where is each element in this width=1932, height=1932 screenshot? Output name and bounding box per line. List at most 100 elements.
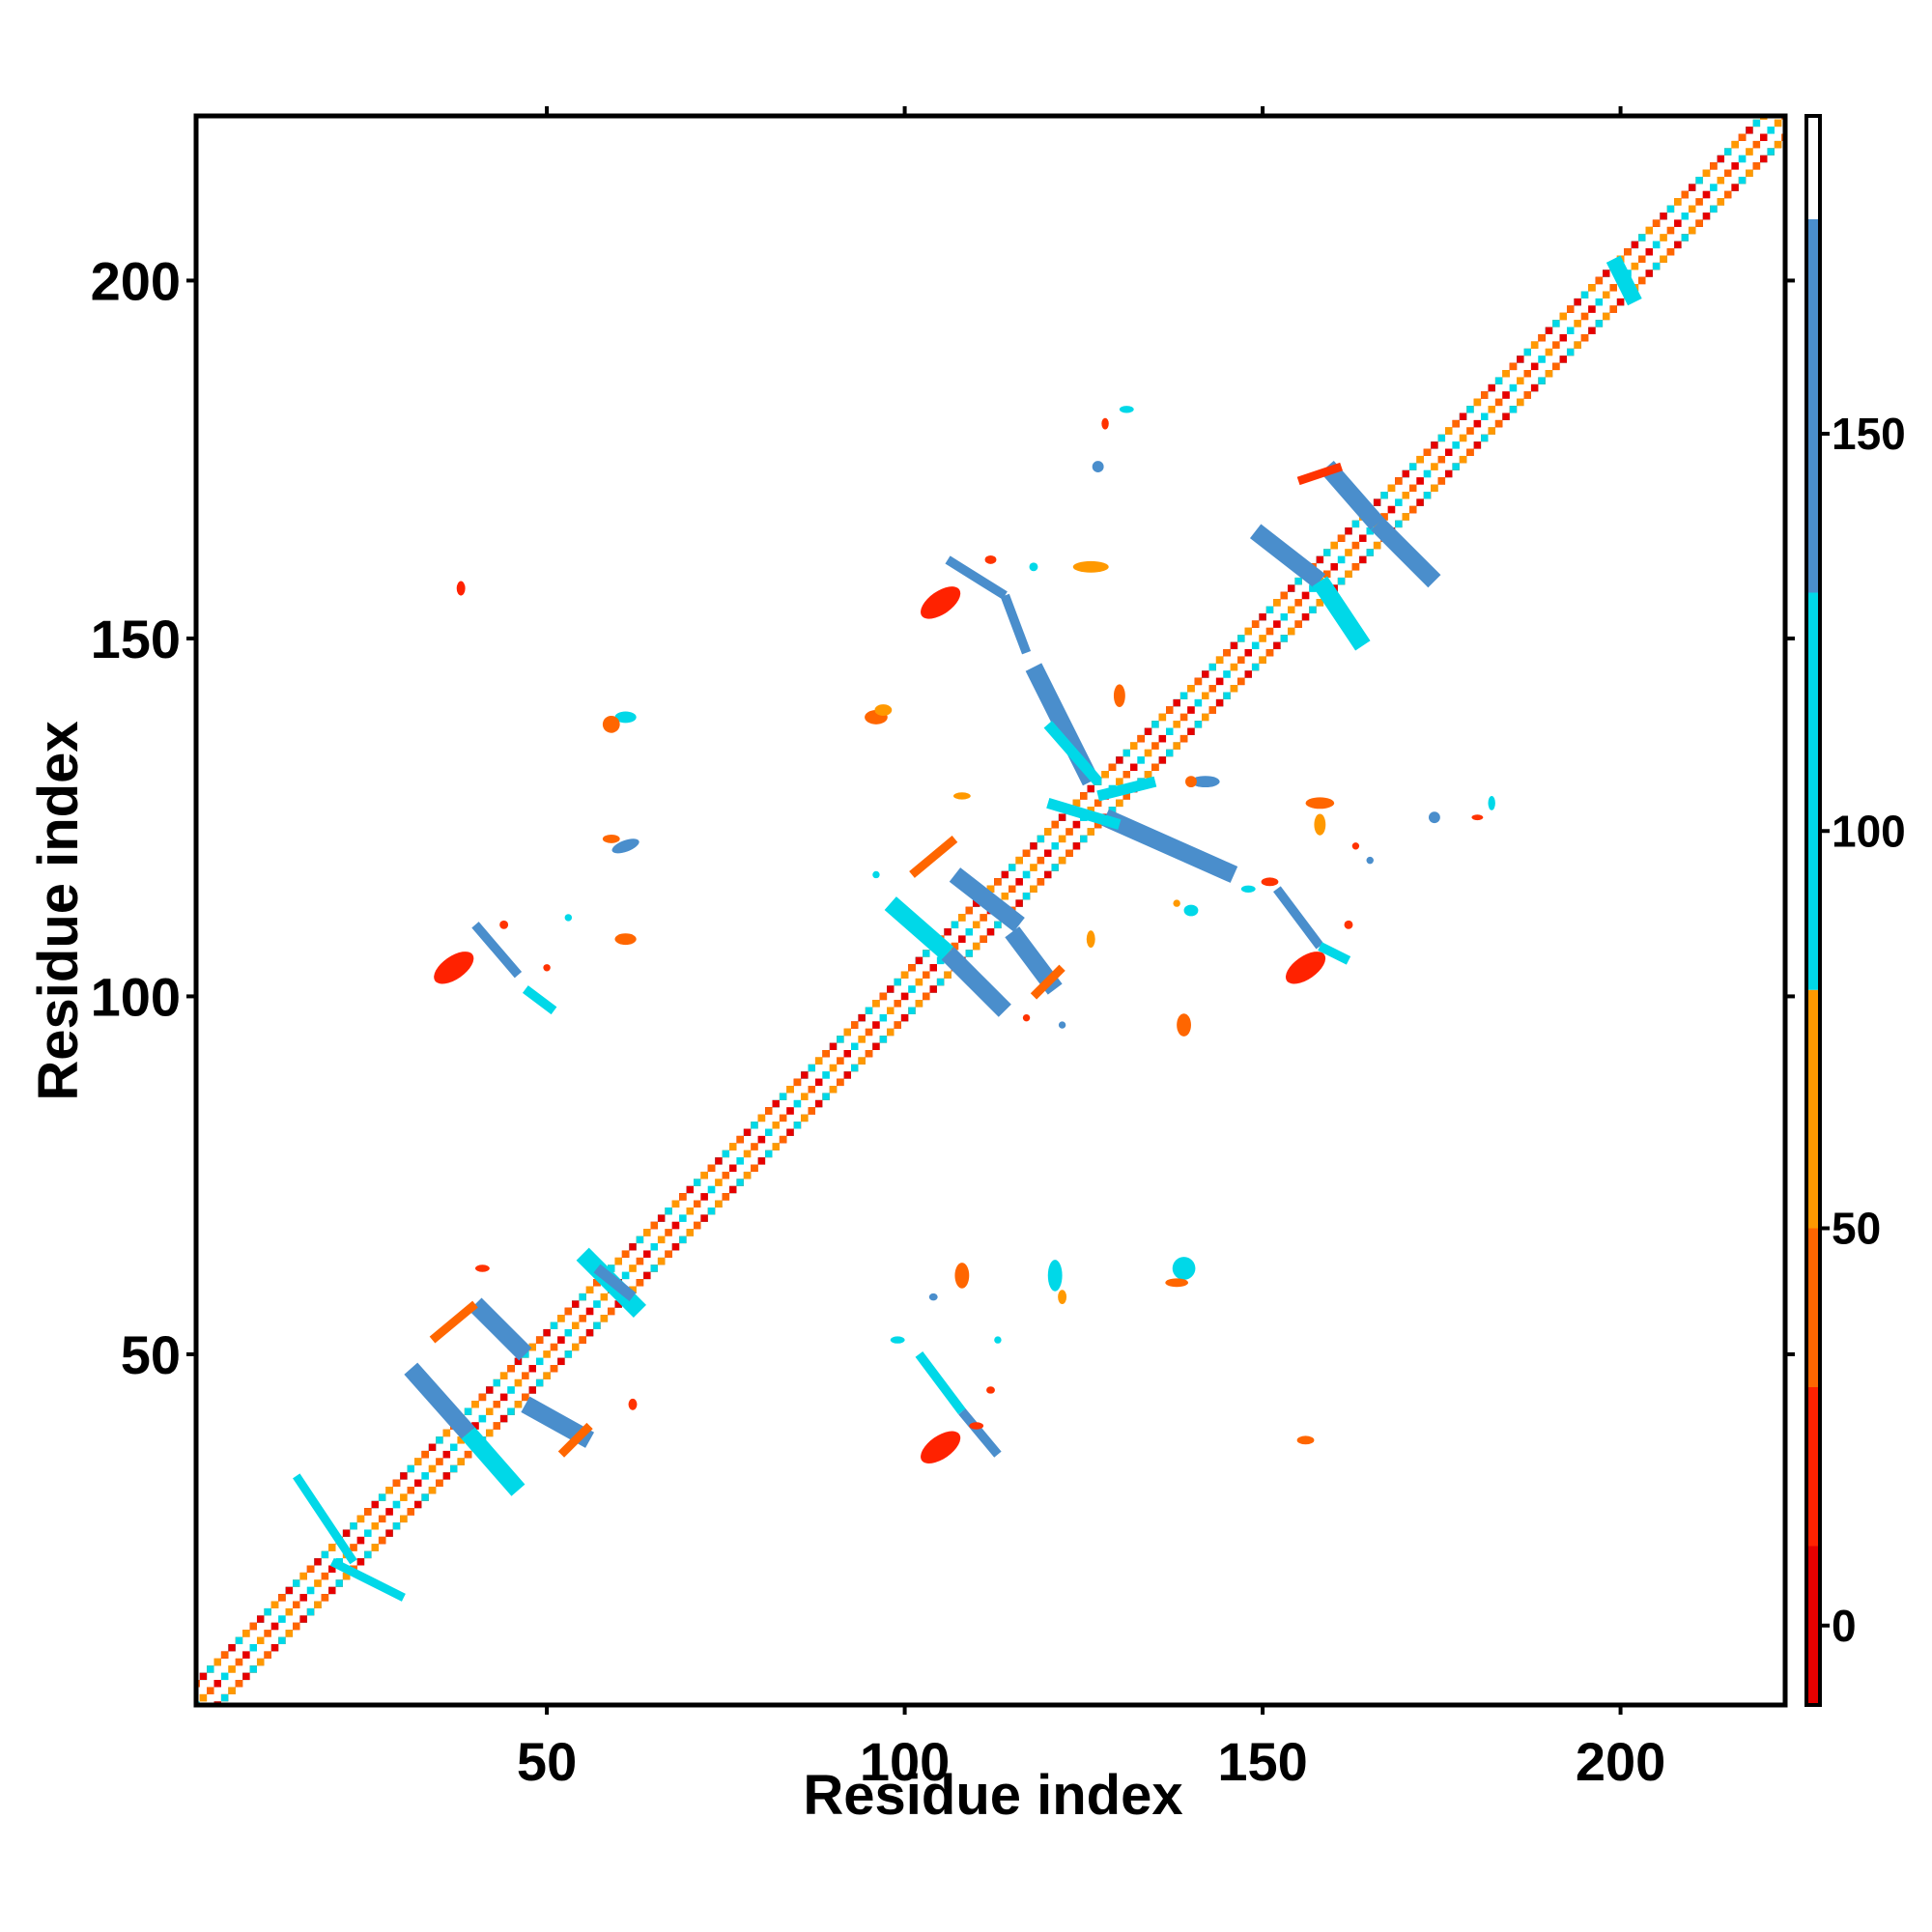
diagonal-cell xyxy=(1009,885,1016,893)
diagonal-cell xyxy=(1452,463,1460,470)
diagonal-cell xyxy=(1488,427,1495,435)
diagonal-cell xyxy=(1158,734,1167,743)
diagonal-cell xyxy=(1624,248,1632,256)
diagonal-cell xyxy=(1051,864,1059,871)
diagonal-cell xyxy=(700,1171,708,1179)
diagonal-cell xyxy=(1244,649,1252,657)
diagonal-cell xyxy=(923,971,930,979)
diagonal-cell xyxy=(1116,799,1123,808)
diagonal-cell xyxy=(493,1378,500,1387)
diagonal-cell xyxy=(736,1157,744,1165)
diagonal-cell xyxy=(1094,820,1102,829)
diagonal-cell xyxy=(564,1307,573,1316)
diagonal-cell xyxy=(1674,241,1682,249)
diagonal-cell xyxy=(951,921,959,929)
diagonal-cell xyxy=(671,1221,680,1230)
contact-band xyxy=(1320,460,1384,530)
diagonal-cell xyxy=(1530,362,1539,371)
diagonal-cell xyxy=(557,1315,565,1322)
diagonal-cell xyxy=(1395,498,1403,506)
diagonal-cell xyxy=(499,1393,508,1402)
contact-patch xyxy=(614,711,637,724)
diagonal-cell xyxy=(1695,219,1703,227)
diagonal-cell xyxy=(1087,784,1094,793)
diagonal-cell xyxy=(392,1479,401,1487)
colorbar-tick-label: 100 xyxy=(1832,806,1906,856)
diagonal-cell xyxy=(1179,692,1188,699)
diagonal-cell xyxy=(1280,635,1289,642)
diagonal-cell xyxy=(1187,706,1195,714)
diagonal-cell xyxy=(1466,448,1474,456)
diagonal-cell xyxy=(1559,355,1567,363)
diagonal-cell xyxy=(1746,127,1753,134)
contact-patch xyxy=(1185,776,1197,788)
contact-band xyxy=(1043,721,1102,785)
diagonal-cell xyxy=(1309,584,1317,592)
diagonal-cell xyxy=(600,1293,609,1301)
contact-patch xyxy=(1261,877,1279,887)
diagonal-cell xyxy=(564,1328,573,1337)
diagonal-cell xyxy=(585,1328,594,1337)
diagonal-cell xyxy=(1595,276,1604,285)
diagonal-cell xyxy=(1051,820,1059,829)
diagonal-cell xyxy=(585,1286,594,1293)
diagonal-cell xyxy=(1122,749,1130,757)
contact-patch xyxy=(1428,811,1440,824)
diagonal-cell xyxy=(715,1157,723,1165)
diagonal-cell xyxy=(1660,255,1667,263)
diagonal-cell xyxy=(1337,555,1346,564)
diagonal-cell xyxy=(1609,305,1617,313)
diagonal-cell xyxy=(1603,291,1610,298)
diagonal-cell xyxy=(543,1372,551,1379)
diagonal-cell xyxy=(335,1579,343,1587)
diagonal-cell xyxy=(328,1586,336,1595)
contact-patch xyxy=(499,920,509,929)
diagonal-cell xyxy=(1552,362,1560,371)
diagonal-cell xyxy=(1366,527,1374,535)
diagonal-cell xyxy=(693,1221,701,1230)
diagonal-cell xyxy=(392,1522,401,1530)
diagonal-cell xyxy=(887,1007,895,1014)
diagonal-cell xyxy=(507,1407,515,1415)
diagonal-cell xyxy=(371,1522,379,1530)
diagonal-cell xyxy=(1580,312,1589,321)
diagonal-cell xyxy=(643,1271,651,1280)
diagonal-cell xyxy=(306,1565,315,1573)
diagonal-cell xyxy=(1144,771,1152,779)
diagonal-cell xyxy=(1645,226,1653,235)
diagonal-cell xyxy=(636,1257,644,1265)
diagonal-cell xyxy=(772,1143,780,1151)
diagonal-cell xyxy=(1638,276,1646,285)
contact-patch xyxy=(1165,1278,1189,1288)
colorbar-band xyxy=(1806,1228,1820,1387)
diagonal-cell xyxy=(457,1458,465,1465)
diagonal-cell xyxy=(1208,685,1216,693)
contact-patch xyxy=(1058,1290,1067,1305)
diagonal-cell xyxy=(1294,599,1302,607)
diagonal-cell xyxy=(285,1630,294,1637)
diagonal-cell xyxy=(986,885,995,893)
diagonal-cell xyxy=(715,1200,723,1208)
contact-band xyxy=(1318,942,1351,965)
diagonal-cell xyxy=(457,1436,465,1444)
diagonal-cell xyxy=(342,1572,351,1580)
diagonal-cell xyxy=(242,1672,250,1681)
diagonal-cell xyxy=(1265,627,1274,636)
diagonal-cell xyxy=(829,1086,838,1094)
diagonal-cell xyxy=(707,1185,716,1194)
diagonal-cell xyxy=(385,1529,393,1537)
diagonal-cell xyxy=(1273,599,1281,607)
diagonal-cell xyxy=(1129,763,1138,772)
diagonal-cell xyxy=(965,906,973,915)
diagonal-cell xyxy=(1494,419,1503,428)
diagonal-cell xyxy=(757,1114,766,1122)
contact-band xyxy=(1312,576,1371,651)
diagonal-cell xyxy=(522,1393,529,1402)
diagonal-cell xyxy=(1702,213,1711,220)
diagonal-cell xyxy=(936,978,945,986)
diagonal-cell xyxy=(843,1071,852,1079)
diagonal-cell xyxy=(801,1071,809,1079)
diagonal-cell xyxy=(543,1350,551,1358)
diagonal-cell xyxy=(1645,270,1653,277)
diagonal-cell xyxy=(436,1458,443,1465)
